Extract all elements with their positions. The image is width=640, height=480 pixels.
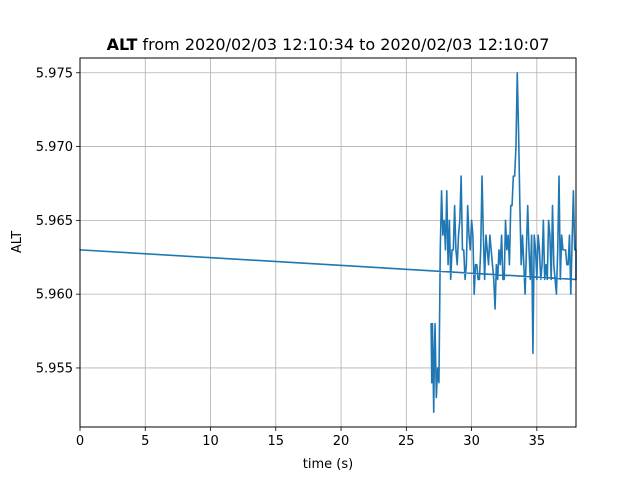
chart-title-rest: from 2020/02/03 12:10:34 to 2020/02/03 1… bbox=[137, 35, 549, 54]
x-tick-label: 20 bbox=[333, 434, 350, 449]
x-tick-label: 25 bbox=[398, 434, 415, 449]
y-axis-ticks: 5.955 5.960 5.965 5.970 5.975 bbox=[36, 66, 80, 376]
y-tick-label: 5.955 bbox=[36, 361, 73, 376]
y-axis-label: ALT bbox=[10, 231, 25, 253]
x-tick-label: 15 bbox=[268, 434, 285, 449]
x-tick-label: 30 bbox=[463, 434, 480, 449]
y-tick-label: 5.975 bbox=[36, 66, 73, 81]
y-tick-label: 5.965 bbox=[36, 214, 73, 229]
grid bbox=[79, 58, 576, 427]
series-line bbox=[79, 71, 577, 414]
y-tick-label: 5.970 bbox=[36, 140, 73, 155]
y-tick-label: 5.960 bbox=[36, 288, 73, 303]
series-layer bbox=[79, 71, 577, 414]
x-axis-ticks: 0 5 10 15 20 25 30 35 bbox=[76, 427, 545, 449]
x-tick-label: 0 bbox=[76, 434, 84, 449]
chart-title-bold: ALT bbox=[107, 35, 138, 54]
x-tick-label: 35 bbox=[529, 434, 546, 449]
x-tick-label: 5 bbox=[141, 434, 149, 449]
x-axis-label: time (s) bbox=[303, 457, 353, 472]
plot-frame bbox=[79, 57, 577, 428]
x-tick-label: 10 bbox=[202, 434, 219, 449]
chart-title: ALT from 2020/02/03 12:10:34 to 2020/02/… bbox=[107, 35, 550, 54]
